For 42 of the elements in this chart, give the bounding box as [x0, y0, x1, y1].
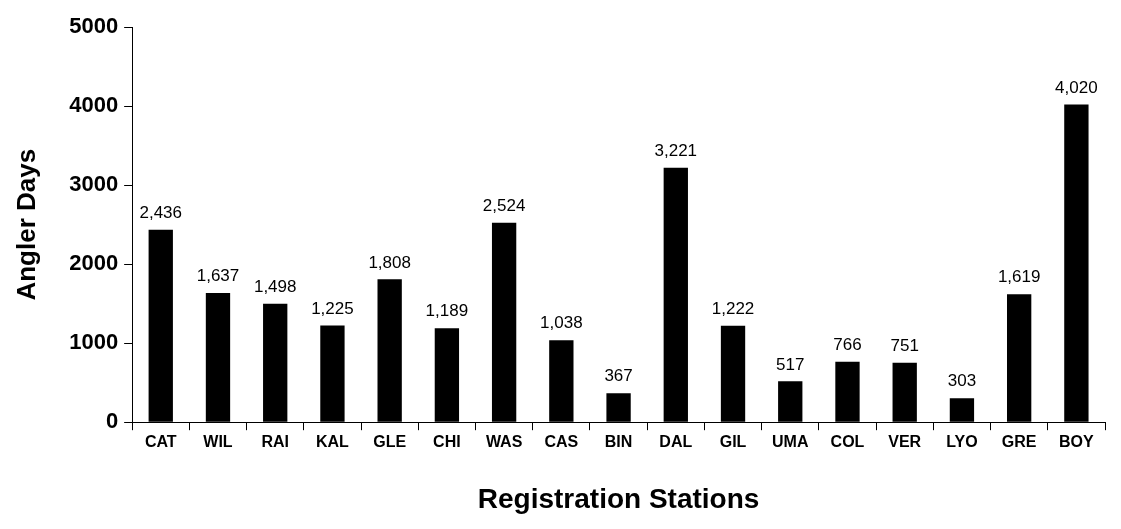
x-tick-label: GLE [373, 433, 407, 451]
data-label: 1,498 [253, 277, 297, 297]
y-axis-title: Angler Days [10, 148, 41, 301]
y-tick-label: 3000 [69, 171, 119, 197]
x-tick-label: KAL [315, 433, 350, 451]
y-tick-label: 1000 [69, 329, 119, 355]
data-label: 751 [890, 336, 919, 356]
data-label: 2,524 [482, 195, 526, 215]
data-label: 367 [604, 366, 633, 386]
data-label: 1,222 [711, 298, 755, 318]
data-label: 1,225 [311, 298, 354, 318]
x-tick-label: CAS [544, 433, 579, 451]
x-tick-label: CAT [144, 433, 177, 451]
data-label: 3,221 [654, 140, 698, 160]
data-label: 2,436 [139, 202, 183, 222]
data-label: 1,619 [997, 267, 1041, 287]
x-axis-title: Registration Stations [477, 482, 760, 514]
x-tick-label: LYO [946, 433, 978, 451]
y-tick-label: 4000 [69, 92, 119, 118]
x-tick-label: VER [888, 433, 922, 451]
x-tick-label: WAS [485, 433, 523, 451]
data-label: 517 [776, 354, 805, 374]
data-label: 1,637 [196, 266, 240, 286]
x-tick-label: BIN [604, 433, 633, 451]
x-tick-label: WIL [203, 433, 233, 451]
data-label: 303 [947, 371, 977, 391]
x-tick-label: COL [830, 433, 865, 451]
x-tick-label: BOY [1059, 433, 1095, 451]
x-tick-label: UMA [772, 433, 809, 451]
x-tick-label: RAI [261, 433, 289, 451]
data-label: 1,808 [368, 252, 411, 272]
x-tick-label: GIL [719, 433, 747, 451]
data-label: 4,020 [1055, 77, 1098, 97]
y-tick-label: 2000 [69, 250, 119, 276]
y-tick-label: 0 [105, 408, 119, 434]
x-tick-label: GRE [1001, 433, 1037, 451]
x-tick-label: DAL [659, 433, 693, 451]
data-label: 1,038 [540, 313, 583, 333]
data-label: 1,189 [425, 301, 469, 321]
y-tick-label: 5000 [69, 13, 119, 39]
data-label: 766 [833, 334, 862, 354]
x-tick-label: CHI [433, 433, 461, 451]
